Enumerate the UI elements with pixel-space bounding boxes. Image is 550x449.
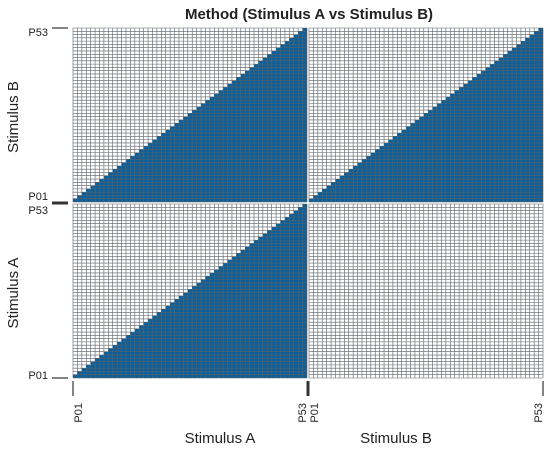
heatmap-block-background — [309, 204, 543, 378]
heatmap-block — [308, 27, 544, 203]
heatmap-filled-cells — [309, 28, 543, 202]
y-block-label-stimulus-a: Stimulus A — [5, 258, 22, 329]
plot-area — [72, 27, 544, 379]
heatmap-block — [308, 203, 544, 379]
heatmap-block — [72, 203, 308, 379]
heatmap-grid — [72, 27, 308, 203]
heatmap-block — [72, 27, 308, 203]
axes — [52, 27, 544, 396]
y-tick-stimulus-a-start: P01 — [28, 370, 48, 382]
heatmap-grid — [72, 203, 308, 379]
x-block-label-stimulus-a: Stimulus A — [185, 430, 256, 447]
heatmap-grid — [308, 27, 544, 203]
x-tick-stimulus-a-end: P53 — [297, 403, 309, 423]
x-tick-stimulus-a-start: P01 — [73, 403, 85, 423]
x-tick-stimulus-b-start: P01 — [309, 403, 321, 423]
y-tick-stimulus-a-end: P53 — [28, 205, 48, 217]
x-block-label-stimulus-b: Stimulus B — [360, 430, 432, 447]
heatmap-filled-cells — [73, 28, 307, 202]
y-tick-stimulus-b-start: P01 — [28, 191, 48, 203]
x-tick-stimulus-b-end: P53 — [533, 403, 545, 423]
y-block-label-stimulus-b: Stimulus B — [5, 81, 22, 153]
heatmap-filled-cells — [73, 204, 307, 378]
chart-title: Method (Stimulus A vs Stimulus B) — [185, 6, 433, 23]
y-tick-stimulus-b-end: P53 — [28, 27, 48, 39]
heatmap-grid — [308, 203, 544, 379]
